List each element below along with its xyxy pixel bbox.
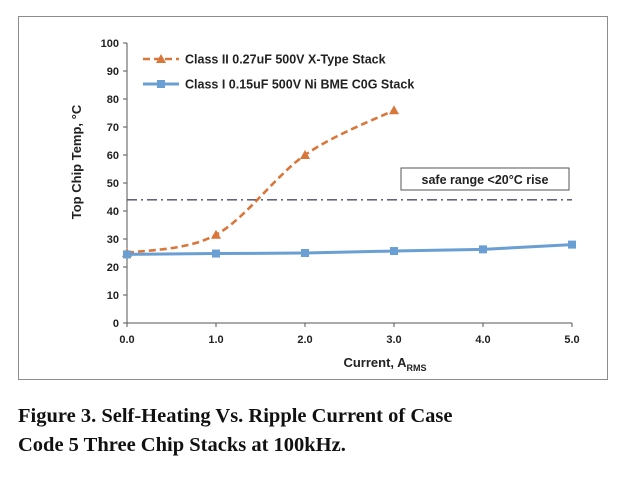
legend-label: Class I 0.15uF 500V Ni BME C0G Stack [185, 78, 414, 92]
chart-svg: 0 10 20 30 40 50 60 70 80 90 100 0.0 1.0 2.0 3.0 4.0 5.0… [69, 38, 580, 373]
annotation-text: safe range <20°C rise [422, 173, 549, 187]
caption-line-1: Figure 3. Self-Heating Vs. Ripple Curren… [18, 405, 453, 427]
y-tick-label: 40 [107, 206, 119, 218]
data-point [211, 229, 221, 239]
x-tick-label: 3.0 [386, 334, 401, 346]
data-point [389, 105, 399, 115]
data-point [479, 245, 487, 254]
x-tick-label: 2.0 [297, 334, 312, 346]
y-tick-label: 20 [107, 262, 119, 274]
chart-frame: 0 10 20 30 40 50 60 70 80 90 100 0.0 1.0 2.0 3.0 4.0 5.0… [18, 16, 608, 380]
y-tick-label: 90 [107, 66, 119, 78]
annotation-border [400, 167, 570, 191]
y-tick-label: 100 [101, 38, 119, 50]
data-point [568, 240, 576, 249]
data-point [301, 249, 309, 257]
y-tick-label: 70 [107, 122, 119, 134]
x-tick-label: 5.0 [564, 334, 579, 346]
x-tick-label: 4.0 [475, 334, 490, 346]
series-0 [122, 105, 399, 257]
data-point [390, 247, 398, 256]
y-axis-title: Top Chip Temp, °C [69, 104, 84, 219]
y-tick-label: 0 [113, 318, 119, 330]
series-line [126, 243, 573, 256]
data-point [212, 249, 220, 258]
legend-item-1: Class I 0.15uF 500V Ni BME C0G Stack [143, 78, 414, 92]
y-tick-label: 60 [107, 150, 119, 162]
y-tick-label: 10 [107, 290, 119, 302]
y-tick-label: 50 [107, 178, 119, 190]
data-point [300, 150, 310, 159]
x-tick-label: 0.0 [119, 334, 134, 346]
x-axis-title-subscript: RMS [407, 363, 427, 373]
caption-line-2: Code 5 Three Chip Stacks at 100kHz. [18, 434, 346, 456]
figure-caption: Figure 3. Self-Heating Vs. Ripple Curren… [18, 402, 618, 460]
y-tick-label: 30 [107, 234, 119, 246]
legend-label: Class II 0.27uF 500V X-Type Stack [185, 53, 386, 67]
series-line [126, 109, 395, 255]
x-tick-label: 1.0 [208, 334, 223, 346]
legend-marker [156, 54, 166, 63]
legend-item-0: Class II 0.27uF 500V X-Type Stack [143, 53, 386, 67]
x-axis-title: Current, ARMS [343, 355, 426, 373]
series-1 [123, 240, 576, 259]
x-axis-title-main: Current, A [343, 355, 407, 370]
data-point [123, 250, 131, 259]
legend-marker [157, 80, 165, 88]
y-tick-label: 80 [107, 94, 119, 106]
annotation-box: safe range <20°C rise [400, 167, 570, 191]
